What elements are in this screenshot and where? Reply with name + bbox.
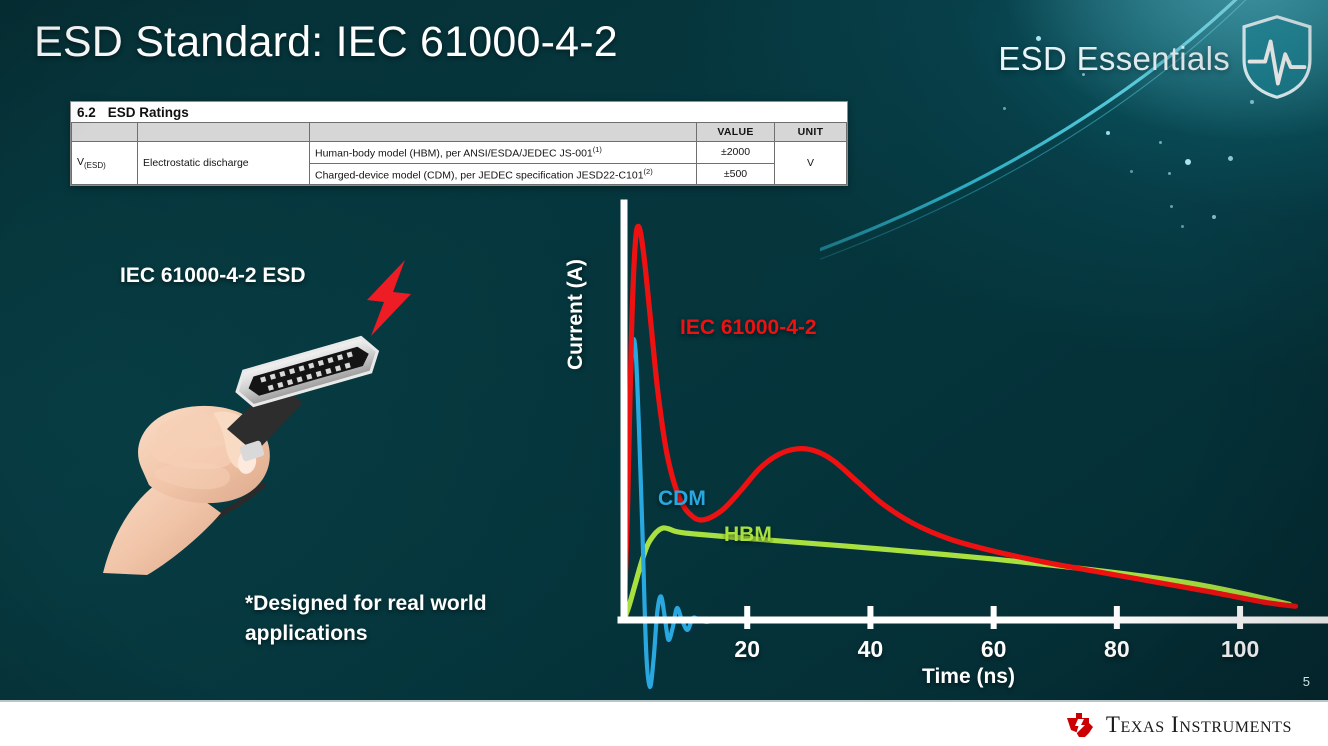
sparkle-dot (1168, 172, 1171, 175)
sparkle-dot (1228, 156, 1233, 161)
sparkle-dot (1159, 141, 1162, 144)
iec-esd-label: IEC 61000-4-2 ESD (120, 264, 306, 287)
footnote-marker: (2) (643, 166, 653, 176)
cell-value-cdm: ±500 (696, 162, 775, 185)
sparkle-dot (1250, 100, 1254, 104)
brand-lockup: ESD Essentials (998, 15, 1314, 100)
header-unit: UNIT (774, 122, 847, 142)
section-number: 6.2 (77, 105, 96, 120)
series-label-cdm: CDM (658, 487, 706, 510)
symbol-text: V (77, 155, 85, 168)
shield-heartbeat-icon (1242, 15, 1312, 99)
ti-texas-map-icon (1066, 713, 1093, 737)
ti-company-name: Texas Instruments (1105, 712, 1292, 737)
x-tick-100: 100 (1220, 636, 1260, 662)
cell-condition: Human-body model (HBM), per ANSI/ESDA/JE… (309, 141, 697, 164)
table-section-heading: 6.2 ESD Ratings (71, 102, 847, 122)
sparkle-dot (1185, 159, 1191, 165)
table-header-row: VALUE UNIT (71, 122, 847, 142)
section-title: ESD Ratings (107, 105, 189, 120)
sparkle-dot (1130, 170, 1133, 173)
header-blank-symbol (71, 122, 138, 142)
cell-unit: V (774, 141, 847, 185)
symbol-subscript: (ESD) (84, 161, 106, 171)
texas-instruments-logo: Texas Instruments (1065, 711, 1292, 739)
header-value: VALUE (696, 122, 775, 142)
series-label-hbm: HBM (724, 523, 772, 546)
header-blank-condition (309, 122, 697, 142)
condition-cdm: Charged-device model (CDM), per JEDEC sp… (315, 169, 644, 181)
cell-condition: Charged-device model (CDM), per JEDEC sp… (309, 162, 697, 185)
chart-x-axis-label: Time (ns) (922, 665, 1015, 688)
page-number: 5 (1302, 674, 1310, 689)
x-tick-80: 80 (1104, 636, 1130, 662)
x-tick-40: 40 (857, 636, 884, 662)
designed-for-real-world-note: *Designed for real world applications (245, 592, 487, 646)
hand-holding-hdmi-connector-illustration (103, 335, 380, 575)
lightning-bolt-icon (367, 260, 411, 336)
footer-bar (0, 700, 1328, 746)
series-label-iec-61000-4-2: IEC 61000-4-2 (680, 316, 817, 339)
cell-parameter: Electrostatic discharge (137, 141, 310, 185)
header-blank-parameter (137, 122, 310, 142)
footnote-marker: (1) (592, 145, 602, 154)
x-tick-20: 20 (734, 636, 760, 662)
condition-hbm: Human-body model (HBM), per ANSI/ESDA/JE… (315, 147, 593, 160)
sparkle-dot (1003, 107, 1006, 110)
brand-label: ESD Essentials (998, 40, 1230, 77)
sparkle-dot (1106, 131, 1110, 135)
esd-ratings-table: 6.2 ESD Ratings VALUE UNIT V(ESD) Electr… (70, 101, 848, 186)
cell-symbol: V(ESD) (71, 141, 138, 185)
page-title: ESD Standard: IEC 61000-4-2 (34, 18, 618, 66)
esd-waveform-chart (617, 199, 1328, 689)
cell-value-hbm: ±2000 (696, 141, 775, 164)
table-row: Charged-device model (CDM), per JEDEC sp… (72, 162, 847, 185)
table-row: V(ESD) Electrostatic discharge Human-bod… (71, 141, 847, 185)
x-tick-60: 60 (980, 636, 1007, 662)
